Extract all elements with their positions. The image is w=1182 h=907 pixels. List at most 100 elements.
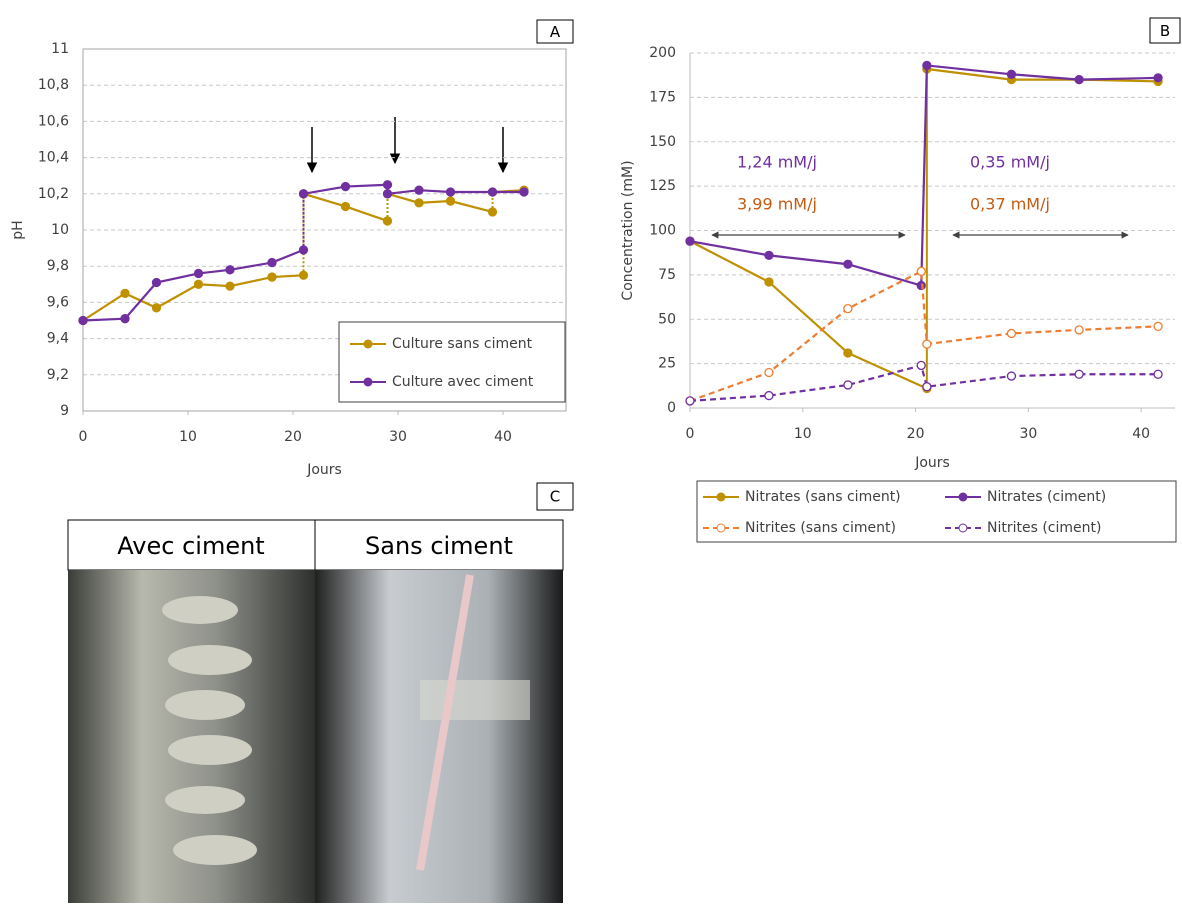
- point: [922, 60, 932, 71]
- point: [193, 268, 204, 279]
- legend-label: Nitrates (ciment): [987, 489, 1106, 505]
- point: [1006, 371, 1017, 381]
- series-line: [926, 67, 1159, 83]
- panel-label-box: [536, 19, 574, 44]
- legend-marker: [716, 523, 726, 533]
- caption-box: [314, 519, 564, 571]
- y-tick-label: 0: [667, 400, 676, 416]
- y-tick-label: 50: [658, 311, 676, 327]
- point: [1006, 69, 1017, 79]
- annotation: 1,24 mM/j: [737, 153, 817, 172]
- point: [151, 303, 162, 313]
- x-tick-label: 20: [284, 429, 302, 445]
- panel-label: B: [1160, 22, 1170, 40]
- y-tick-label: 11: [51, 41, 69, 57]
- point: [340, 181, 351, 192]
- legend-marker: [716, 492, 726, 502]
- legend-label: Nitrates (sans ciment): [745, 489, 901, 505]
- point: [120, 314, 130, 324]
- x-tick-label: 30: [389, 429, 407, 445]
- panel-label: A: [550, 23, 561, 41]
- panel-a-arrows: [306, 117, 509, 174]
- point: [843, 348, 853, 358]
- legend-box: [338, 321, 566, 403]
- point: [764, 390, 774, 401]
- point: [1153, 369, 1163, 379]
- annotation: 0,37 mM/j: [970, 195, 1050, 214]
- tag: [420, 680, 530, 720]
- panel-label-box: [536, 482, 574, 511]
- point: [445, 196, 456, 206]
- legend-label: Nitrites (ciment): [987, 520, 1101, 536]
- point: [445, 187, 456, 197]
- series-line: [689, 240, 928, 390]
- y-tick-label: 9,8: [47, 258, 69, 274]
- x-tick-label: 30: [1019, 426, 1037, 442]
- x-tick-label: 0: [79, 429, 88, 445]
- point: [120, 288, 130, 299]
- point: [922, 382, 932, 392]
- point: [764, 277, 774, 287]
- point: [382, 189, 393, 199]
- point: [382, 180, 393, 190]
- point: [843, 380, 853, 390]
- point: [843, 259, 853, 269]
- y-tick-label: 10,8: [38, 77, 69, 93]
- x-tick-label: 40: [1132, 426, 1150, 442]
- point: [298, 189, 309, 199]
- annotation: 0,35 mM/j: [970, 153, 1050, 172]
- cement-disks: [162, 596, 257, 865]
- point: [916, 360, 926, 371]
- point: [487, 187, 498, 197]
- series-line: [82, 274, 304, 322]
- point: [225, 265, 235, 275]
- point: [685, 236, 695, 246]
- point: [1074, 325, 1084, 335]
- y-tick-label: 10: [51, 222, 69, 238]
- point: [1153, 73, 1163, 83]
- y-tick-label: 9,4: [47, 331, 69, 347]
- y-tick-label: 10,2: [38, 186, 69, 202]
- legend-marker: [958, 492, 968, 502]
- annotation: 3,99 mM/j: [737, 195, 817, 214]
- y-tick-label: 100: [649, 223, 676, 239]
- x-tick-label: 20: [907, 426, 925, 442]
- y-tick-label: 150: [649, 134, 676, 150]
- series-line: [689, 64, 1159, 287]
- panel-c: C Avec ciment Sans ciment: [67, 482, 574, 903]
- y-axis-title: Concentration (mM): [620, 160, 636, 300]
- legend-label: Nitrites (sans ciment): [745, 520, 896, 536]
- y-tick-label: 9,6: [47, 294, 69, 310]
- x-tick-label: 0: [686, 426, 695, 442]
- x-tick-label: 40: [494, 429, 512, 445]
- y-tick-label: 200: [649, 45, 676, 61]
- point: [151, 277, 162, 288]
- x-axis-title: Jours: [306, 462, 342, 478]
- point: [414, 198, 424, 208]
- point: [298, 270, 309, 280]
- point: [225, 281, 235, 291]
- point: [843, 303, 853, 314]
- panel-label-box: [1149, 17, 1181, 44]
- point: [1074, 369, 1084, 379]
- point: [1006, 328, 1017, 339]
- y-tick-label: 9: [60, 403, 69, 419]
- series-line: [689, 269, 1159, 402]
- y-tick-label: 125: [649, 178, 676, 194]
- x-tick-label: 10: [179, 429, 197, 445]
- point: [382, 216, 393, 226]
- caption: Avec ciment: [117, 532, 264, 560]
- point: [1153, 321, 1163, 332]
- y-tick-label: 25: [658, 356, 676, 372]
- point: [916, 266, 926, 276]
- point: [764, 250, 774, 261]
- caption: Sans ciment: [365, 532, 513, 560]
- point: [764, 367, 774, 378]
- y-tick-label: 9,2: [47, 367, 69, 383]
- x-tick-label: 10: [794, 426, 812, 442]
- panel-label: C: [550, 488, 560, 506]
- legend-marker: [363, 377, 373, 387]
- point: [267, 257, 277, 268]
- point: [414, 185, 424, 195]
